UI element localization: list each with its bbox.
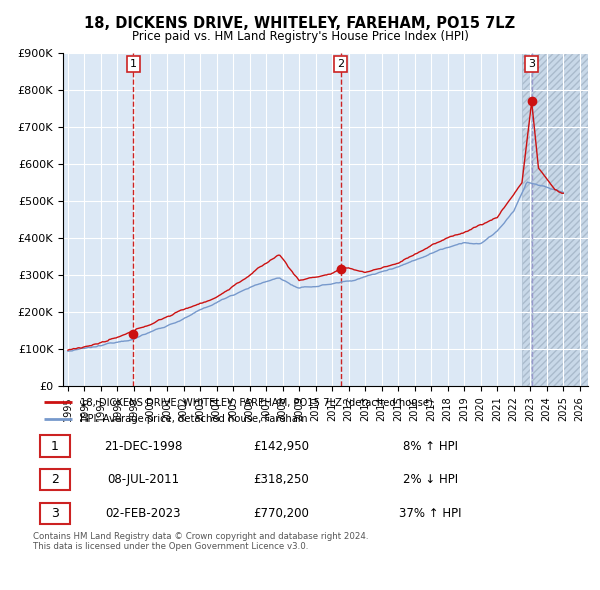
- Text: 1: 1: [130, 59, 137, 69]
- Bar: [522, 53, 588, 386]
- Text: 2% ↓ HPI: 2% ↓ HPI: [403, 473, 458, 486]
- FancyBboxPatch shape: [40, 435, 70, 457]
- Text: Price paid vs. HM Land Registry's House Price Index (HPI): Price paid vs. HM Land Registry's House …: [131, 30, 469, 43]
- Text: 02-FEB-2023: 02-FEB-2023: [106, 507, 181, 520]
- Text: 18, DICKENS DRIVE, WHITELEY, FAREHAM, PO15 7LZ: 18, DICKENS DRIVE, WHITELEY, FAREHAM, PO…: [85, 16, 515, 31]
- Text: 08-JUL-2011: 08-JUL-2011: [107, 473, 179, 486]
- FancyBboxPatch shape: [40, 503, 70, 524]
- Text: 8% ↑ HPI: 8% ↑ HPI: [403, 440, 458, 453]
- Bar: [522, 53, 588, 386]
- Text: £318,250: £318,250: [254, 473, 309, 486]
- Text: 3: 3: [51, 507, 59, 520]
- Text: 2: 2: [337, 59, 344, 69]
- FancyBboxPatch shape: [40, 469, 70, 490]
- Text: HPI: Average price, detached house, Fareham: HPI: Average price, detached house, Fare…: [80, 414, 307, 424]
- Text: 1: 1: [51, 440, 59, 453]
- Text: 3: 3: [528, 59, 535, 69]
- Text: 18, DICKENS DRIVE, WHITELEY, FAREHAM, PO15 7LZ (detached house): 18, DICKENS DRIVE, WHITELEY, FAREHAM, PO…: [80, 397, 433, 407]
- Text: £770,200: £770,200: [253, 507, 310, 520]
- Text: 37% ↑ HPI: 37% ↑ HPI: [399, 507, 461, 520]
- Text: Contains HM Land Registry data © Crown copyright and database right 2024.
This d: Contains HM Land Registry data © Crown c…: [33, 532, 368, 551]
- Text: £142,950: £142,950: [253, 440, 310, 453]
- Text: 2: 2: [51, 473, 59, 486]
- Text: 21-DEC-1998: 21-DEC-1998: [104, 440, 182, 453]
